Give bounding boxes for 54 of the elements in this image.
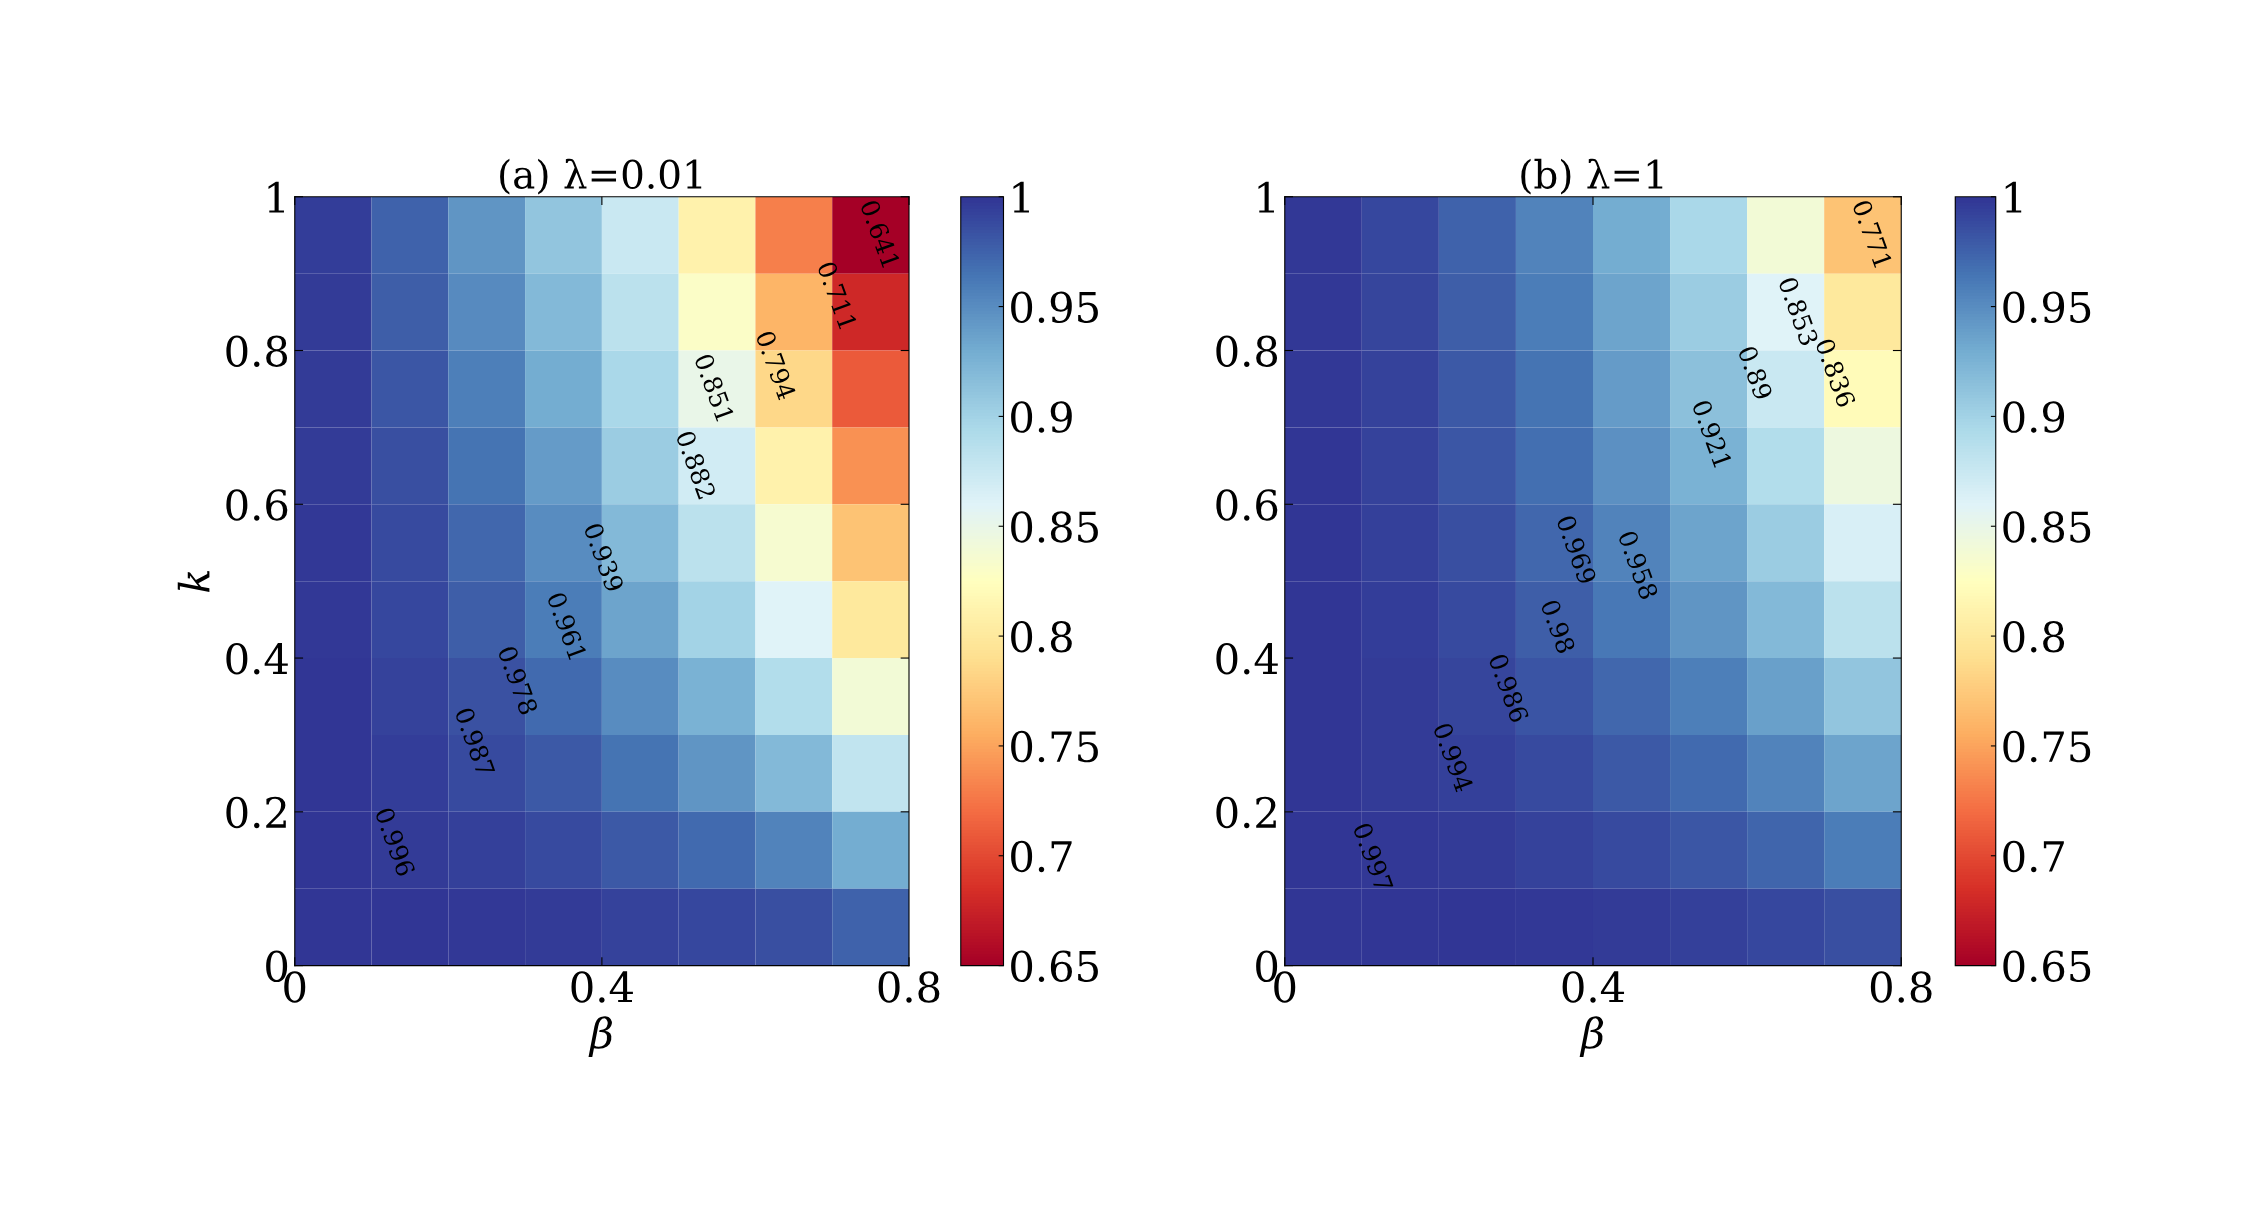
annotation: 0.711: [816, 260, 858, 330]
color-bar-label: 0.7: [1011, 840, 1072, 873]
y-tick-label: 0.4: [1216, 642, 1278, 675]
color-bar-label: 0.95: [1011, 291, 1098, 323]
annotation: 0.98: [1540, 598, 1576, 655]
x-tick-label: 0.4: [571, 971, 633, 1003]
color-bar-label: 0.7: [2003, 840, 2064, 873]
chart-title: (b) λ=1: [1521, 158, 1663, 195]
annotation: 0.921: [1691, 399, 1733, 468]
annotation: 0.969: [1556, 514, 1598, 585]
y-tick-label: 0.2: [226, 796, 286, 829]
y-tick-label: 1: [268, 181, 284, 213]
annotation: 0.996: [374, 806, 416, 878]
y-tick-label: 0.8: [1216, 335, 1278, 367]
color-bar-label: 1: [2005, 181, 2022, 213]
annotation: 0.771: [1851, 199, 1893, 268]
y-tick-label: 1: [1258, 181, 1274, 213]
annotation: 0.939: [583, 522, 625, 593]
color-bar-label: 0.85: [2003, 511, 2091, 543]
color-bar-label: 0.8: [1011, 620, 1072, 653]
color-bar-label: 0.65: [1011, 950, 1098, 983]
annotation: 0.89: [1737, 344, 1774, 401]
annotation: 0.851: [693, 352, 735, 422]
x-axis-title: β: [1579, 1016, 1604, 1057]
annotation: 0.958: [1617, 529, 1659, 601]
color-bar-label: 0.75: [2003, 730, 2091, 763]
color-bar-label: 0.65: [2003, 950, 2091, 983]
annotation: 0.986: [1488, 652, 1530, 724]
y-tick-label: 0.6: [1216, 489, 1278, 521]
chart-title: (a) λ=0.01: [500, 158, 702, 195]
y-axis-title: k: [177, 570, 210, 593]
annotation: 0.641: [859, 199, 901, 268]
annotation: 0.978: [497, 645, 539, 716]
annotation: 0.794: [755, 329, 797, 401]
x-tick-label: 0.8: [878, 971, 940, 1003]
y-tick-label: 0.4: [226, 642, 288, 675]
y-tick-label: 0.8: [226, 335, 288, 367]
annotation: 0.987: [454, 706, 496, 778]
annotation: 0.882: [675, 429, 717, 500]
y-tick-label: 0.6: [226, 489, 288, 521]
color-bar-label: 0.85: [1011, 511, 1098, 543]
color-bar-label: 1: [1013, 181, 1029, 213]
x-tick-label: 0.4: [1562, 971, 1625, 1003]
color-bar-label: 0.95: [2003, 291, 2091, 323]
y-tick-label: 0.2: [1216, 796, 1276, 829]
x-axis-title: β: [588, 1016, 612, 1057]
annotation: 0.961: [546, 591, 587, 661]
color-bar-label: 0.9: [1011, 401, 1072, 433]
color-bar-label: 0.75: [1011, 730, 1098, 763]
x-tick-label: 0.8: [1870, 971, 1932, 1003]
annotation: 0.994: [1432, 721, 1474, 793]
annotation: 0.997: [1352, 821, 1394, 893]
color-bar-label: 0.9: [2003, 401, 2065, 433]
color-bar-label: 0.8: [2003, 620, 2065, 653]
